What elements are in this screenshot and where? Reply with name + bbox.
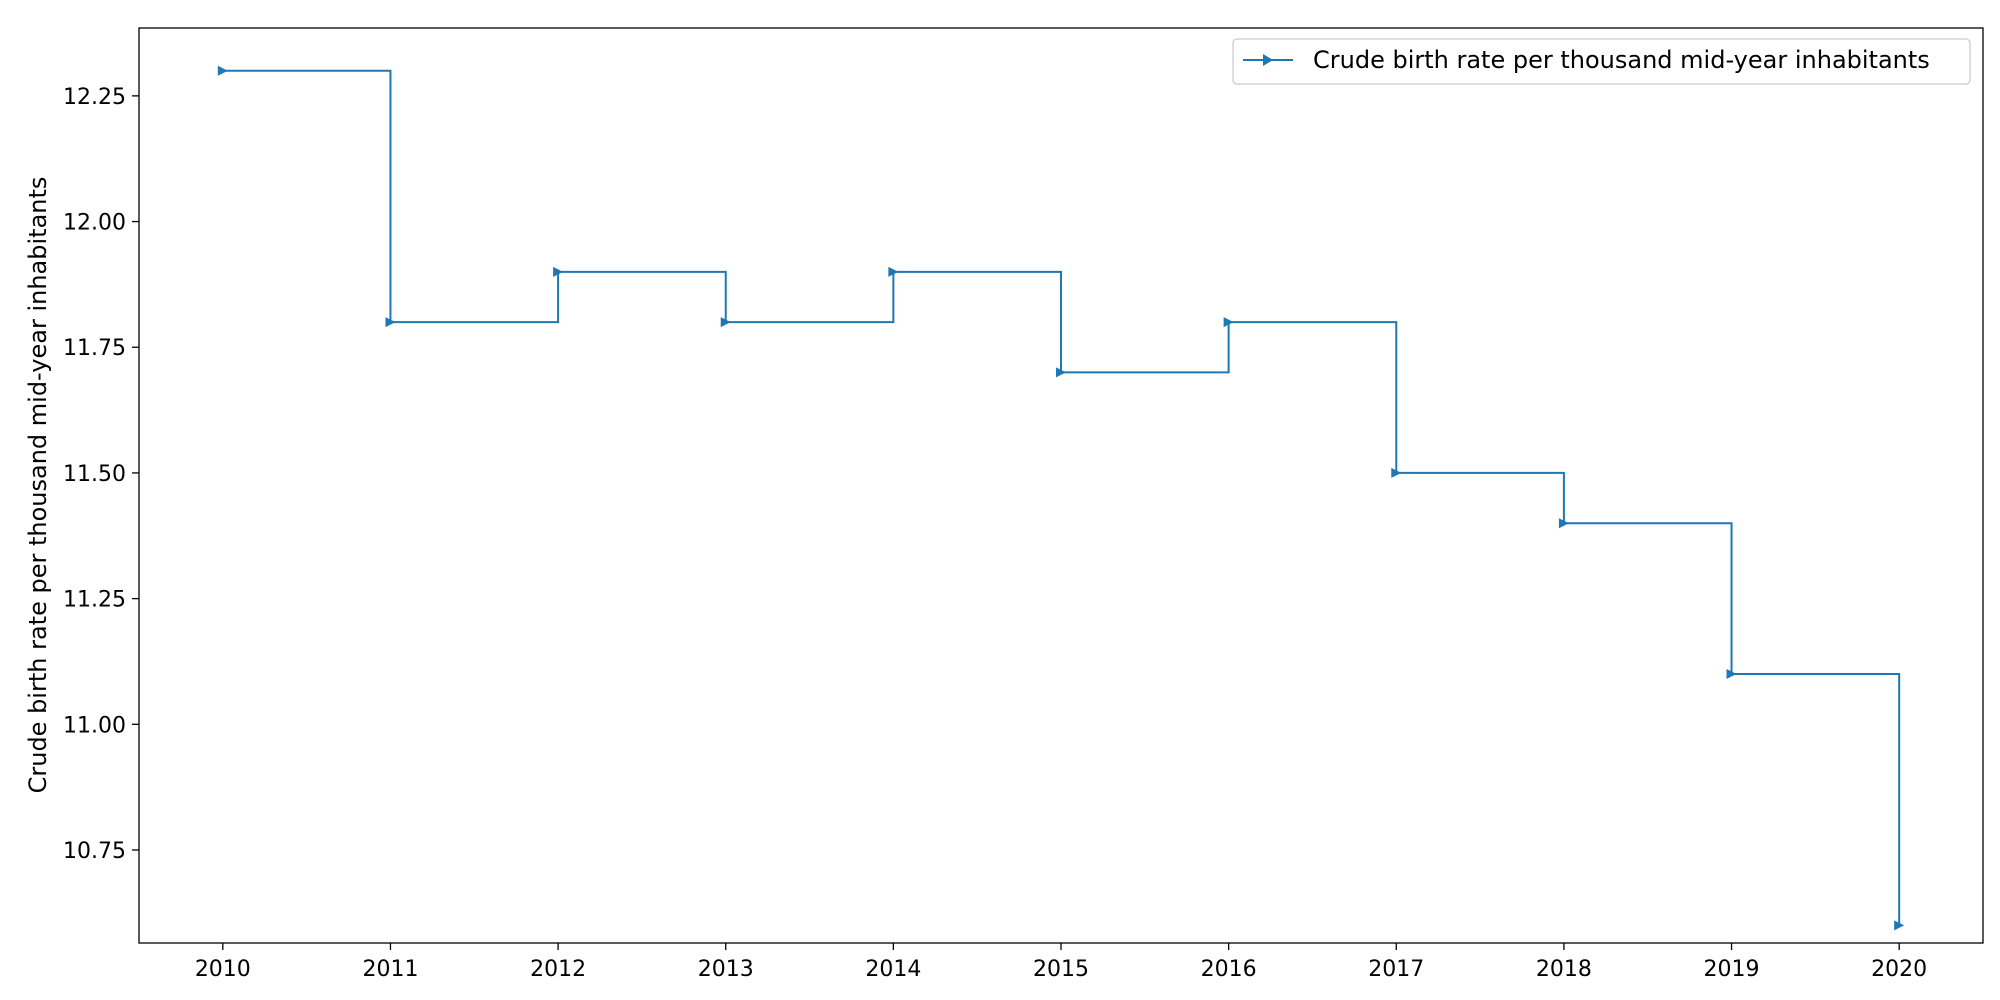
y-tick-label: 12.00 — [63, 211, 126, 236]
y-axis-ticks: 10.75 11.00 11.25 11.50 11.75 12.00 12.25 — [63, 85, 139, 864]
series-layer — [217, 65, 1905, 931]
x-axis-ticks: 2010 2011 2012 2013 2014 2015 2016 2017 2018 2019… — [195, 943, 1927, 982]
x-tick-label: 2014 — [865, 957, 921, 982]
legend-marker — [1263, 54, 1273, 66]
x-tick-label: 2016 — [1201, 957, 1257, 982]
y-tick-label: 11.75 — [63, 336, 126, 361]
data-point — [1726, 669, 1737, 680]
y-tick-label: 10.75 — [63, 839, 126, 864]
data-point — [720, 317, 731, 328]
x-tick-label: 2017 — [1368, 957, 1424, 982]
y-tick-label: 11.25 — [63, 588, 126, 613]
y-axis-label: Crude birth rate per thousand mid-year i… — [24, 177, 52, 794]
x-tick-label: 2020 — [1871, 957, 1927, 982]
plot-area — [138, 27, 1984, 944]
data-point — [553, 266, 564, 277]
data-point — [217, 65, 228, 76]
y-tick-label: 11.00 — [63, 713, 126, 738]
y-tick-label: 12.25 — [63, 85, 126, 110]
data-point — [385, 317, 396, 328]
data-point — [888, 266, 899, 277]
legend-label: Crude birth rate per thousand mid-year i… — [1313, 46, 1930, 74]
x-tick-label: 2015 — [1033, 957, 1089, 982]
data-point — [1558, 518, 1569, 529]
data-point — [1894, 920, 1905, 931]
data-point — [1391, 467, 1402, 478]
x-tick-label: 2010 — [195, 957, 251, 982]
x-tick-label: 2013 — [698, 957, 754, 982]
y-tick-label: 11.50 — [63, 462, 126, 487]
data-point — [1223, 317, 1234, 328]
legend-box — [1232, 38, 1971, 85]
x-tick-label: 2018 — [1536, 957, 1592, 982]
data-point — [1056, 367, 1066, 378]
x-tick-label: 2011 — [362, 957, 418, 982]
x-tick-label: 2019 — [1704, 957, 1760, 982]
x-tick-label: 2012 — [530, 957, 586, 982]
legend: Crude birth rate per thousand mid-year i… — [1232, 38, 1971, 85]
